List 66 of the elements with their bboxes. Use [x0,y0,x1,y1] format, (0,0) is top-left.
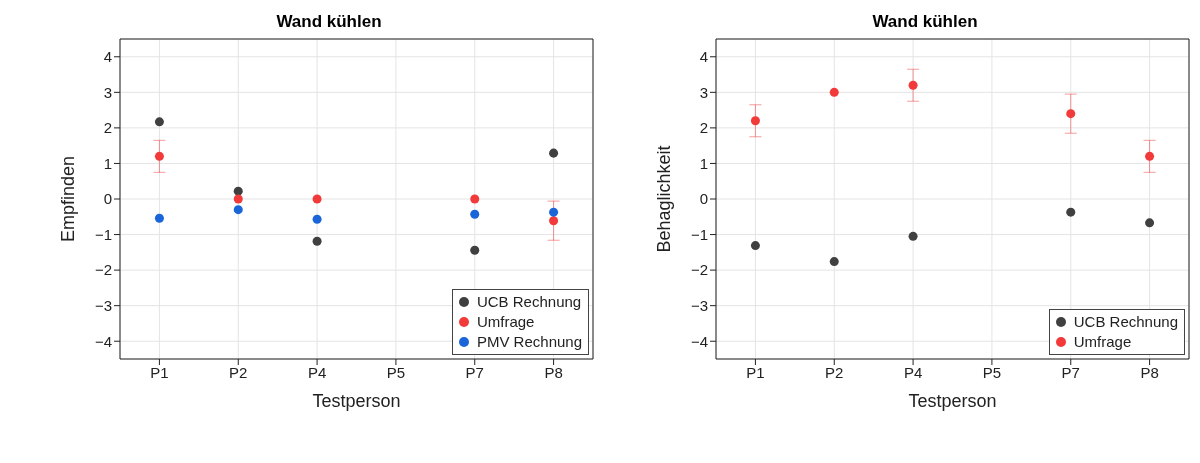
y-tick-label: −3 [94,296,112,314]
x-tick-label: P5 [982,363,1002,381]
point [312,214,322,224]
y-tick-label: −3 [690,296,708,314]
point [312,194,322,204]
x-tick-label: P1 [150,363,169,381]
point [233,194,243,204]
y-axis-title: Empfinden [58,155,79,243]
y-tick-label: 3 [103,83,112,101]
y-tick-label: 3 [699,83,708,101]
point [549,148,559,158]
x-tick-label: P5 [386,363,406,381]
point [470,209,480,219]
point [470,245,480,255]
y-tick-label: −2 [94,261,112,279]
point [154,151,164,161]
x-tick-label: P7 [465,363,484,381]
x-tick-label: P8 [544,363,563,381]
y-tick-label: 1 [699,154,708,172]
chart-title: Wand kühlen [871,12,979,32]
point [750,241,760,251]
y-tick-label: −4 [690,332,708,350]
x-tick-label: P4 [307,363,327,381]
y-tick-label: 0 [103,190,112,208]
y-tick-label: −2 [690,261,708,279]
legend-label: PMV Rechnung [476,332,582,352]
x-tick-label: P2 [229,363,248,381]
y-tick-label: 2 [103,119,112,137]
point [154,213,164,223]
point [829,87,839,97]
point [470,194,480,204]
point [154,117,164,127]
point [908,231,918,241]
x-tick-label: P4 [903,363,923,381]
y-axis-title: Behaglichkeit [654,145,675,253]
y-tick-label: 2 [699,119,708,137]
y-tick-label: 1 [103,154,112,172]
point [750,116,760,126]
point [1145,151,1155,161]
x-tick-label: P2 [825,363,844,381]
point [1066,109,1076,119]
point [908,80,918,90]
x-axis-title: Testperson [908,391,997,411]
legend-label: UCB Rechnung [1073,312,1178,332]
y-tick-label: 4 [699,48,708,66]
legend-label: UCB Rechnung [476,292,582,312]
point [1066,207,1076,217]
point [829,257,839,267]
point [549,216,559,226]
point [312,236,322,246]
x-tick-label: P1 [746,363,765,381]
x-tick-label: P7 [1061,363,1080,381]
y-tick-label: −1 [94,225,112,243]
point [233,186,243,196]
y-tick-label: −1 [690,225,708,243]
x-tick-label: P8 [1140,363,1159,381]
legend-label: Umfrage [476,312,535,332]
y-tick-label: 0 [699,190,708,208]
point [233,205,243,215]
point [1145,218,1155,228]
x-axis-title: Testperson [312,391,401,411]
y-tick-label: −4 [94,332,112,350]
legend-label: Umfrage [1073,332,1132,352]
chart-title: Wand kühlen [275,12,383,32]
point [549,207,559,217]
y-tick-label: 4 [103,48,112,66]
